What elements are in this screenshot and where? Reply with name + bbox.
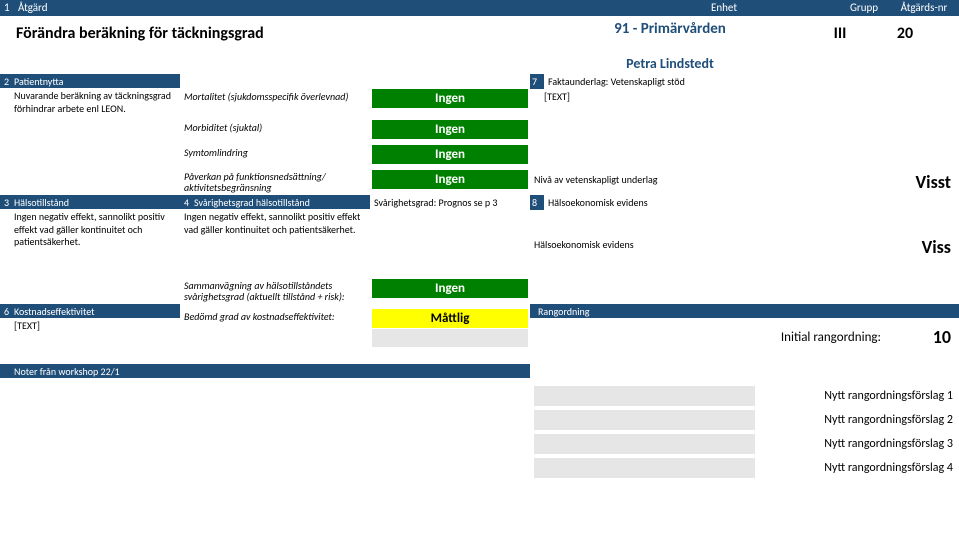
proposal-input-1[interactable] [534,386,755,406]
proposal-label-3: Nytt rangordningsförslag 3 [759,437,959,451]
morbiditet-label: Morbiditet (sjuktal) [180,119,370,136]
sec-2-7: 2Patientnytta Nuvarande beräkning av täc… [0,74,959,119]
s2-label: Patientnytta [14,75,63,87]
grupp-value: III [810,16,870,74]
s3-head: 3Hälsotillstånd [0,195,180,209]
s7-body: [TEXT] [530,89,959,108]
paverkan-value: Ingen [372,170,528,189]
page-title: Förändra beräkning för täckningsgrad [0,16,530,74]
s4-label: Svårighetsgrad hälsotillstånd [194,196,310,208]
col-grupp: Grupp [839,0,889,16]
bedom-label: Bedömd grad av kostnadseffektivitet: [180,308,370,325]
proposal-row-2: Nytt rangordningsförslag 2 [0,408,959,432]
proposal-input-3[interactable] [534,434,755,454]
s4-body: Ingen negativ effekt, sannolikt positiv … [180,209,370,240]
sec-noter: Noter från workshop 22/1 [0,364,959,378]
row-morbiditet: Morbiditet (sjuktal) Ingen [0,119,959,140]
noter-head: Noter från workshop 22/1 [0,364,530,378]
sec-6-rang: 6Kostnadseffektivitet [TEXT] Bedömd grad… [0,304,959,350]
s8-num: 8 [530,195,544,210]
nr-value: 20 [870,16,940,74]
enhet-block: 91 - Primärvården Petra Lindstedt [530,16,810,74]
row-samman: Sammanvägning av hälsotillståndets svåri… [0,278,959,304]
s6-head: 6Kostnadseffektivitet [0,304,180,318]
sec-3-4-8: 3Hälsotillstånd Ingen negativ effekt, sa… [0,195,959,260]
paverkan-label: Påverkan på funktionsnedsättning/ aktivi… [180,169,370,195]
s8-head: 8Hälsoekonomisk evidens [530,195,959,210]
samman-value: Ingen [372,279,528,298]
s2-body: Nuvarande beräkning av täckningsgrad för… [0,88,180,119]
proposal-input-4[interactable] [534,458,755,478]
proposal-row-4: Nytt rangordningsförslag 4 [0,456,959,480]
proposal-input-2[interactable] [534,410,755,430]
grey-input-1[interactable] [372,329,528,347]
rang-label: Rangordning [534,305,590,317]
s6-body: [TEXT] [0,318,180,337]
s3-body: Ingen negativ effekt, sannolikt positiv … [0,209,180,253]
proposal-row-1: Nytt rangordningsförslag 1 [0,384,959,408]
s4-head: 4Svårighetsgrad hälsotillstånd [180,195,370,209]
proposal-label-2: Nytt rangordningsförslag 2 [759,413,959,427]
bedom-value: Måttlig [372,309,528,328]
morbiditet-value: Ingen [372,120,528,139]
s7-head: 7Faktaunderlag: Vetenskapligt stöd [530,74,959,89]
symtom-value: Ingen [372,145,528,164]
s6-num: 6 [4,305,14,317]
s3-label: Hälsotillstånd [14,196,69,208]
proposal-row-3: Nytt rangordningsförslag 3 [0,432,959,456]
init-label: Initial rangordning: [773,326,889,349]
s7-num: 7 [530,74,544,89]
proposal-label-4: Nytt rangordningsförslag 4 [759,461,959,475]
enhet-person: Petra Lindstedt [536,55,804,72]
niva-value: Visst [849,169,959,195]
s2-head: 2Patientnytta [0,74,180,88]
proposal-label-1: Nytt rangordningsförslag 1 [759,389,959,403]
niva-label: Nivå av vetenskapligt underlag [530,169,849,195]
hee-label: Hälsoekonomisk evidens [530,234,849,260]
page: 1 Åtgärd Enhet Grupp Åtgärds-nr Förändra… [0,0,959,552]
init-value: 10 [889,324,959,350]
col-enhet: Enhet [609,0,839,16]
mortalitet-value: Ingen [372,89,528,108]
s8-label: Hälsoekonomisk evidens [544,195,959,210]
s3-num: 3 [4,196,14,208]
s4-num: 4 [184,196,194,208]
enhet-name: 91 - Primärvården [536,20,804,38]
s2-num: 2 [4,75,14,87]
title-row: Förändra beräkning för täckningsgrad 91 … [0,16,959,74]
rang-head: Rangordning [530,304,959,318]
s6-label: Kostnadseffektivitet [14,305,95,317]
svarighet-text: Svårighetsgrad: Prognos se p 3 [370,195,530,212]
symtom-label: Symtomlindring [180,144,370,161]
samman-label: Sammanvägning av hälsotillståndets svåri… [180,278,370,304]
row-paverkan: Påverkan på funktionsnedsättning/ aktivi… [0,169,959,195]
mortalitet-label: Mortalitet (sjukdomsspecifik överlevnad) [180,88,370,116]
col-atgard: Åtgärd [14,0,609,16]
col-num: 1 [0,0,14,16]
header-row: 1 Åtgärd Enhet Grupp Åtgärds-nr [0,0,959,16]
row-symtom: Symtomlindring Ingen [0,144,959,165]
s7-label: Faktaunderlag: Vetenskapligt stöd [544,74,959,89]
col-nr: Åtgärds-nr [889,0,959,16]
hee-value: Viss [849,234,959,260]
